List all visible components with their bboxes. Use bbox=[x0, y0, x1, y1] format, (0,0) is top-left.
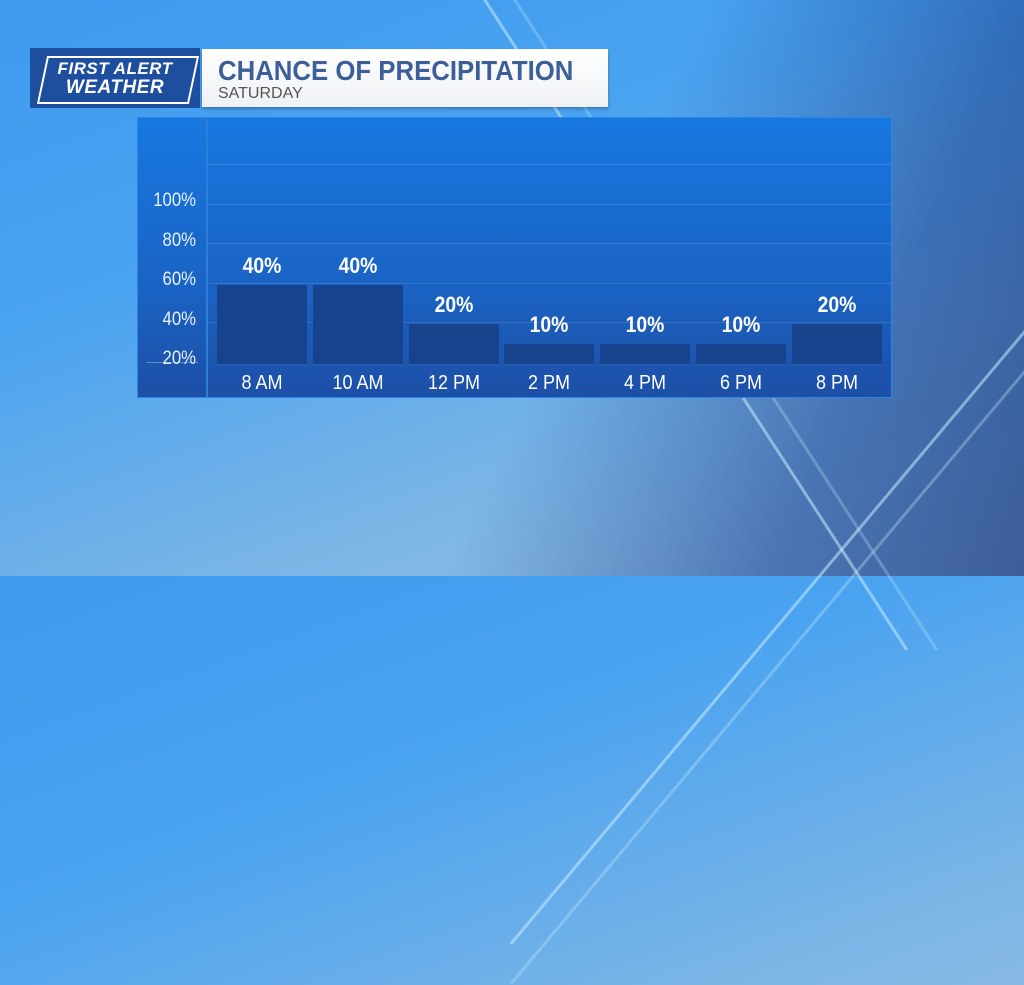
y-axis-baseline bbox=[146, 362, 198, 363]
gridline bbox=[207, 203, 892, 205]
gridline bbox=[207, 322, 892, 324]
bar-value-label: 40% bbox=[338, 252, 378, 278]
y-axis bbox=[138, 118, 208, 397]
logo-line1: FIRST ALERT bbox=[57, 59, 173, 78]
bar bbox=[217, 284, 307, 365]
x-category-label: 6 PM bbox=[719, 372, 763, 394]
x-category-label: 2 PM bbox=[528, 372, 571, 394]
bar-value-label: 10% bbox=[625, 312, 665, 338]
first-alert-weather-logo: FIRST ALERT WEATHER bbox=[30, 48, 200, 108]
bar bbox=[600, 344, 691, 365]
x-category-label: 10 AM bbox=[332, 372, 384, 394]
bar bbox=[696, 344, 786, 365]
gridline bbox=[207, 282, 892, 284]
y-tick-label: 40% bbox=[162, 308, 196, 330]
gridline bbox=[207, 164, 892, 165]
bar-value-label: 40% bbox=[242, 252, 282, 278]
x-category-label: 8 PM bbox=[815, 372, 858, 394]
x-category-label: 8 AM bbox=[241, 372, 283, 394]
page-title: CHANCE OF PRECIPITATION bbox=[218, 55, 574, 86]
bar-value-label: 20% bbox=[434, 292, 473, 318]
x-category-label: 4 PM bbox=[624, 372, 667, 394]
bar-value-label: 20% bbox=[817, 292, 857, 318]
logo-line2: WEATHER bbox=[65, 77, 165, 98]
page-subtitle: SATURDAY bbox=[218, 85, 303, 102]
title-box: CHANCE OF PRECIPITATION SATURDAY bbox=[202, 49, 608, 107]
bar-value-label: 10% bbox=[530, 312, 569, 338]
y-tick-label: 80% bbox=[162, 229, 196, 251]
gridline bbox=[207, 243, 892, 245]
bar bbox=[408, 324, 499, 365]
bar bbox=[312, 284, 403, 365]
bar-value-label: 10% bbox=[721, 312, 761, 338]
bar bbox=[504, 344, 595, 365]
y-tick-label: 20% bbox=[162, 348, 196, 370]
y-tick-label: 100% bbox=[153, 190, 196, 211]
y-tick-label: 60% bbox=[162, 269, 196, 291]
x-category-label: 12 PM bbox=[427, 372, 480, 394]
chart-panel: 20% 40% 60% 80% 100% 40% 8 AM 40% 10 AM 20% 12 PM 1… bbox=[137, 117, 892, 398]
bar bbox=[791, 324, 882, 365]
